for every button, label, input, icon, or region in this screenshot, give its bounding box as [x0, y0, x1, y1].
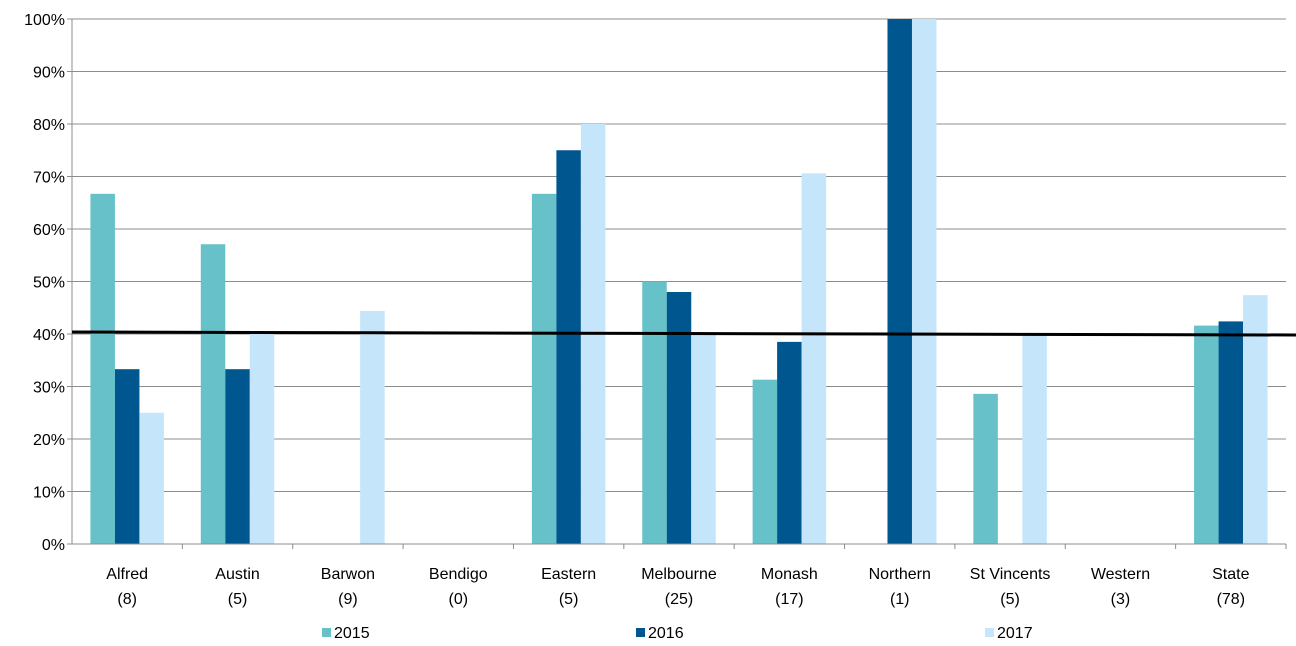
bar-2015-eastern — [531, 193, 557, 544]
bar-2015-austin — [200, 244, 226, 544]
y-tick-label: 0% — [42, 537, 65, 554]
reference-line — [71, 330, 1296, 337]
x-category-label: Melbourne — [641, 566, 717, 583]
bar-2015-melbourne — [642, 281, 667, 544]
x-category-count: (0) — [448, 591, 468, 608]
bar-2017-melbourne — [691, 334, 716, 544]
gridlines — [72, 18, 1286, 492]
bar-2015-state — [1194, 325, 1219, 544]
y-tick-label: 20% — [33, 432, 65, 449]
bar-2016-austin — [225, 369, 250, 544]
y-tick-label: 70% — [33, 170, 65, 187]
legend: 2015 2016 2017 — [322, 625, 1033, 642]
legend-label-2017: 2017 — [997, 625, 1033, 642]
y-tick-label: 50% — [33, 275, 65, 292]
legend-label-2015: 2015 — [334, 625, 370, 642]
x-category-count: (17) — [775, 591, 803, 608]
x-category-count: (1) — [890, 591, 910, 608]
x-category-count: (9) — [338, 591, 358, 608]
x-category-count: (3) — [1111, 591, 1131, 608]
bar-2016-state — [1218, 321, 1244, 544]
x-category-count: (8) — [117, 591, 137, 608]
bar-2016-northern — [887, 19, 912, 544]
x-category-label: Eastern — [541, 566, 596, 583]
y-axis-tick-labels: 0% 10% 20% 30% 40% 50% 60% 70% 80% 90% 100% — [24, 12, 65, 554]
y-tick-label: 40% — [33, 327, 65, 344]
x-category-label: Northern — [869, 566, 931, 583]
y-tick-label: 80% — [33, 117, 65, 134]
y-tick-label: 10% — [33, 485, 65, 502]
x-category-count: (5) — [228, 591, 248, 608]
y-tick-label: 90% — [33, 65, 65, 82]
x-category-label: Austin — [215, 566, 259, 583]
y-tick-label: 30% — [33, 380, 65, 397]
x-category-count: (78) — [1217, 591, 1245, 608]
y-tick-label: 60% — [33, 222, 65, 239]
bar-2017-barwon — [360, 310, 385, 544]
bar-2016-alfred — [114, 369, 140, 544]
reference-line-group — [71, 330, 1296, 337]
x-category-label: Alfred — [106, 566, 148, 583]
legend-swatch-2015 — [322, 628, 331, 637]
x-category-label: St Vincents — [970, 566, 1051, 583]
x-category-label: Bendigo — [429, 566, 488, 583]
bar-2017-st-vincents — [1022, 334, 1047, 544]
bar-2017-monash — [801, 173, 827, 544]
x-category-label: Monash — [761, 566, 818, 583]
x-axis-category-labels: Alfred (8) Austin (5) Barwon (9) Bendigo (0) Eas… — [106, 566, 1249, 608]
bar-2016-eastern — [556, 150, 581, 544]
bar-2017-northern — [911, 19, 937, 544]
bar-2016-melbourne — [666, 292, 692, 544]
legend-swatch-2016 — [636, 628, 645, 637]
bar-2015-st-vincents — [973, 393, 998, 544]
y-tick-label: 100% — [24, 12, 65, 29]
x-category-label: State — [1212, 566, 1249, 583]
bar-2015-monash — [752, 379, 778, 544]
x-category-count: (5) — [559, 591, 579, 608]
bar-2015-alfred — [90, 193, 115, 544]
bar-2017-alfred — [139, 412, 164, 544]
bar-2017-austin — [249, 334, 275, 544]
x-category-count: (25) — [665, 591, 693, 608]
x-category-label: Barwon — [321, 566, 375, 583]
legend-swatch-2017 — [985, 628, 994, 637]
x-category-count: (5) — [1000, 591, 1020, 608]
bars — [90, 19, 1268, 544]
bar-2016-monash — [777, 341, 802, 544]
x-category-label: Western — [1091, 566, 1150, 583]
axes — [67, 18, 1287, 549]
bar-2017-state — [1243, 295, 1268, 544]
legend-label-2016: 2016 — [648, 625, 684, 642]
